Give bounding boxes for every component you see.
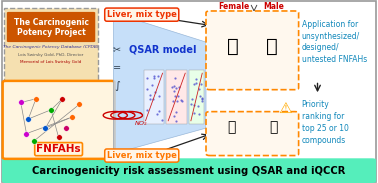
Text: QSAR model: QSAR model: [129, 44, 196, 54]
Text: 🐀: 🐀: [227, 37, 239, 56]
Text: ⚠: ⚠: [279, 100, 292, 115]
Text: Memorial of Lois Swirsky Gold: Memorial of Lois Swirsky Gold: [20, 60, 82, 64]
Text: Male: Male: [263, 2, 285, 11]
Text: Female: Female: [219, 2, 250, 11]
Text: Application for
unsynthesized/
designed/
untested FNFAHs: Application for unsynthesized/ designed/…: [302, 20, 367, 64]
Text: The Carcinogenic
Potency Project: The Carcinogenic Potency Project: [14, 18, 88, 37]
FancyBboxPatch shape: [144, 70, 164, 124]
Text: 🐁: 🐁: [266, 37, 278, 56]
Text: Rat: Rat: [224, 73, 242, 82]
FancyBboxPatch shape: [2, 158, 376, 183]
Text: 🐀: 🐀: [227, 121, 235, 135]
FancyBboxPatch shape: [166, 70, 187, 124]
Text: 🐁: 🐁: [270, 121, 278, 135]
Text: ∫: ∫: [114, 81, 120, 91]
FancyBboxPatch shape: [7, 12, 95, 42]
Text: Liver, mix type: Liver, mix type: [107, 10, 177, 19]
Text: =: =: [113, 63, 121, 73]
Text: Liver, mix type: Liver, mix type: [107, 151, 177, 160]
Polygon shape: [113, 13, 206, 154]
Text: Interspecies model: Interspecies model: [209, 142, 296, 151]
FancyBboxPatch shape: [3, 81, 115, 159]
Text: ✂: ✂: [113, 44, 121, 54]
Text: Carcinogenicity risk assessment using QSAR and iQCCR: Carcinogenicity risk assessment using QS…: [32, 166, 346, 176]
FancyBboxPatch shape: [206, 11, 299, 90]
FancyBboxPatch shape: [4, 8, 98, 81]
Text: Lois Swirsky Gold, PhD, Director: Lois Swirsky Gold, PhD, Director: [19, 53, 84, 57]
Text: Mouse: Mouse: [255, 73, 288, 82]
Text: $NO_2$: $NO_2$: [134, 119, 148, 128]
Text: Priority
ranking for
top 25 or 10
compounds: Priority ranking for top 25 or 10 compou…: [302, 100, 349, 145]
FancyBboxPatch shape: [206, 112, 299, 156]
Text: The Carcinogenic Potency Database (CPDB): The Carcinogenic Potency Database (CPDB): [3, 45, 99, 49]
FancyBboxPatch shape: [2, 1, 376, 182]
Text: FNFAHs: FNFAHs: [36, 144, 81, 154]
FancyBboxPatch shape: [189, 70, 204, 124]
